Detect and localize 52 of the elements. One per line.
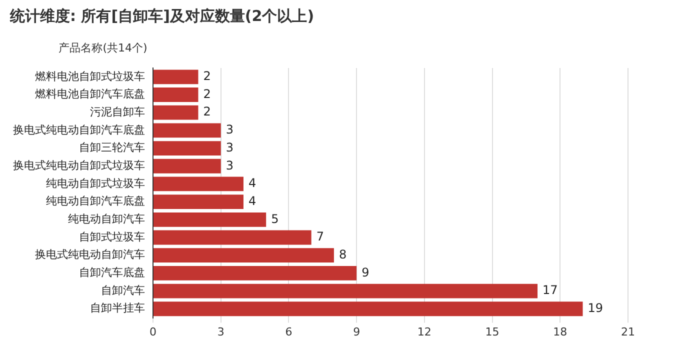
x-tick-label: 12 — [417, 325, 432, 338]
y-tick-label: 换电式纯电动自卸式垃圾车 — [13, 158, 145, 172]
y-tick-label: 纯电动自卸汽车底盘 — [46, 194, 145, 208]
bar — [154, 194, 244, 210]
bar — [154, 141, 221, 156]
data-label: 3 — [226, 140, 234, 154]
x-tick-label: 0 — [150, 325, 156, 338]
y-tick-label: 自卸汽车 — [101, 284, 145, 297]
y-tick-label: 纯电动自卸式垃圾车 — [46, 176, 145, 190]
data-label: 17 — [542, 283, 558, 298]
y-axis-title: 产品名称(共14个) — [58, 41, 148, 54]
bar — [154, 230, 312, 245]
chart-title: 统计维度: 所有[自卸车]及对应数量(2个以上) — [9, 6, 314, 25]
y-tick-label: 自卸三轮汽车 — [79, 141, 145, 154]
bar — [154, 70, 198, 84]
y-tick-label: 换电式纯电动自卸汽车 — [35, 248, 145, 262]
x-tick-label: 6 — [285, 325, 292, 338]
data-label: 8 — [338, 247, 347, 262]
x-tick-label: 3 — [217, 325, 224, 338]
bar — [154, 123, 221, 138]
data-label: 3 — [226, 158, 234, 172]
data-label: 3 — [226, 122, 234, 137]
bar — [154, 302, 583, 316]
bar — [154, 88, 198, 102]
bar — [154, 158, 221, 174]
bar — [154, 212, 266, 227]
data-label: 4 — [248, 194, 256, 208]
x-tick-label: 18 — [553, 325, 568, 338]
y-tick-label: 污泥自卸车 — [90, 105, 145, 118]
y-tick-label: 纯电动自卸汽车 — [68, 212, 145, 226]
data-label: 5 — [271, 212, 279, 226]
data-label: 9 — [362, 265, 370, 280]
data-label: 19 — [588, 301, 604, 316]
bar — [154, 105, 198, 120]
x-tick-label: 21 — [621, 325, 635, 338]
y-tick-label: 燃料电池自卸汽车底盘 — [35, 88, 145, 101]
data-label: 7 — [316, 230, 324, 244]
x-tick-label: 9 — [353, 325, 360, 338]
y-tick-label: 自卸式垃圾车 — [79, 230, 145, 244]
y-tick-label: 换电式纯电动自卸汽车底盘 — [13, 123, 145, 136]
y-tick-label: 自卸汽车底盘 — [79, 266, 145, 280]
bar — [154, 266, 357, 280]
x-tick-label: 15 — [485, 325, 500, 338]
data-label: 2 — [203, 104, 211, 119]
data-label: 2 — [203, 69, 211, 84]
data-label: 2 — [203, 86, 211, 101]
y-tick-label: 自卸半挂车 — [90, 302, 145, 315]
bar — [154, 248, 334, 263]
y-tick-label: 燃料电池自卸式垃圾车 — [35, 70, 145, 83]
bar — [154, 176, 244, 192]
bar — [154, 284, 538, 298]
data-label: 4 — [248, 176, 256, 190]
